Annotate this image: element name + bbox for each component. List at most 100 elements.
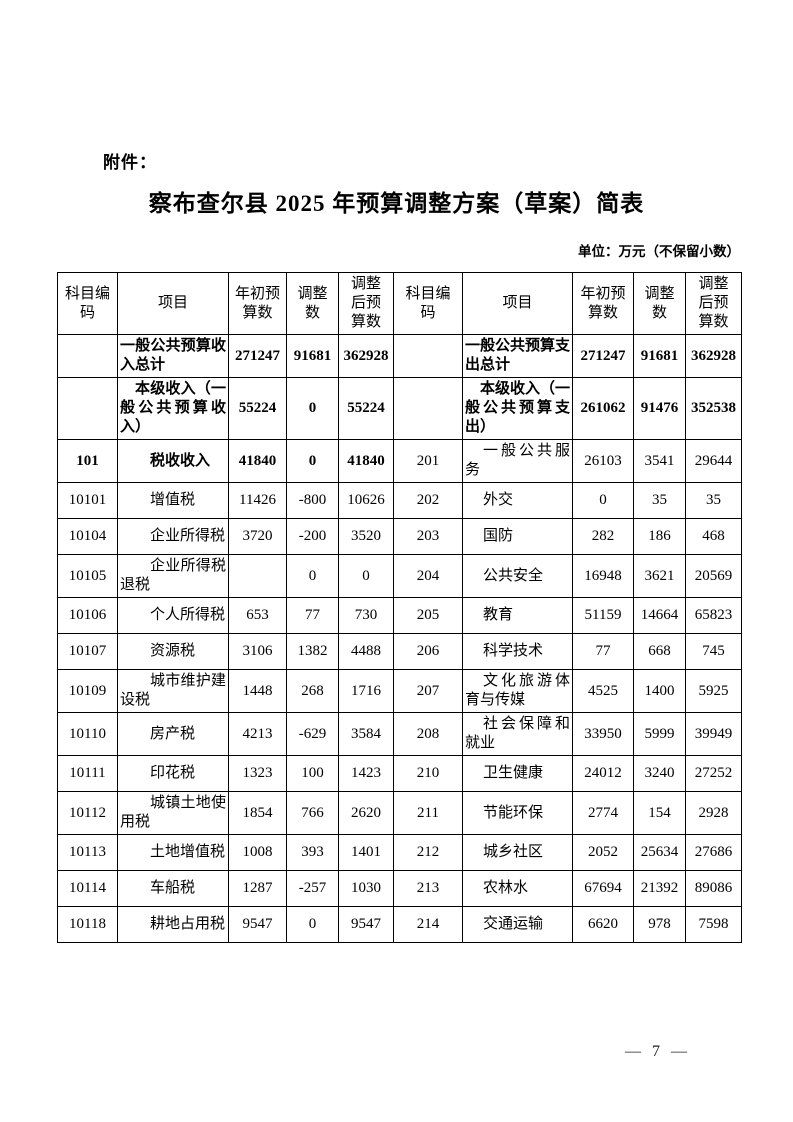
table-row: 10106 个人所得税 653 77 730 205 教育 51159 14664 65823 bbox=[57, 597, 742, 634]
cell-subject-code: 214 bbox=[393, 906, 463, 943]
table-row: 10110 房产税 4213 -629 3584 208 社会保障和就业 33950 5999 3… bbox=[57, 712, 742, 756]
cell-subject-code bbox=[393, 334, 463, 378]
cell-adjusted-budget: 10626 bbox=[338, 482, 394, 519]
cell-item: 农林水 bbox=[462, 870, 573, 907]
cell-adjustment: 978 bbox=[633, 906, 686, 943]
cell-adjusted-budget: 1030 bbox=[338, 870, 394, 907]
header-initial-budget: 年初预算数 bbox=[572, 272, 634, 335]
cell-initial-budget: 11426 bbox=[228, 482, 287, 519]
cell-subject-code: 10113 bbox=[57, 834, 118, 871]
cell-initial-budget: 261062 bbox=[572, 377, 634, 440]
cell-adjusted-budget: 20569 bbox=[685, 554, 742, 598]
cell-adjustment: 393 bbox=[286, 834, 339, 871]
cell-item: 资源税 bbox=[117, 633, 229, 670]
cell-adjustment: 91681 bbox=[286, 334, 339, 378]
cell-subject-code: 10112 bbox=[57, 791, 118, 835]
cell-initial-budget: 3106 bbox=[228, 633, 287, 670]
cell-initial-budget: 271247 bbox=[228, 334, 287, 378]
cell-item: 耕地占用税 bbox=[117, 906, 229, 943]
cell-adjustment: 1382 bbox=[286, 633, 339, 670]
table-row: 10112 城镇土地使用税 1854 766 2620 211 节能环保 2774 154 292… bbox=[57, 791, 742, 835]
cell-initial-budget bbox=[228, 554, 287, 598]
cell-item: 本级收入（一般公共预算支出） bbox=[462, 377, 573, 440]
cell-item: 卫生健康 bbox=[462, 755, 573, 792]
cell-item: 节能环保 bbox=[462, 791, 573, 835]
cell-initial-budget: 41840 bbox=[228, 439, 287, 483]
cell-adjusted-budget: 362928 bbox=[685, 334, 742, 378]
header-adjustment: 调整数 bbox=[286, 272, 339, 335]
cell-subject-code: 10110 bbox=[57, 712, 118, 756]
cell-adjustment: 5999 bbox=[633, 712, 686, 756]
cell-subject-code: 10118 bbox=[57, 906, 118, 943]
cell-initial-budget: 77 bbox=[572, 633, 634, 670]
cell-initial-budget: 2052 bbox=[572, 834, 634, 871]
cell-adjustment: 91681 bbox=[633, 334, 686, 378]
cell-initial-budget: 55224 bbox=[228, 377, 287, 440]
cell-initial-budget: 2774 bbox=[572, 791, 634, 835]
cell-subject-code: 205 bbox=[393, 597, 463, 634]
table-row: 10107 资源税 3106 1382 4488 206 科学技术 77 668 745 bbox=[57, 633, 742, 670]
cell-adjusted-budget: 3584 bbox=[338, 712, 394, 756]
cell-adjusted-budget: 55224 bbox=[338, 377, 394, 440]
cell-initial-budget: 271247 bbox=[572, 334, 634, 378]
cell-adjusted-budget: 35 bbox=[685, 482, 742, 519]
cell-adjusted-budget: 0 bbox=[338, 554, 394, 598]
cell-adjustment: 766 bbox=[286, 791, 339, 835]
cell-initial-budget: 1323 bbox=[228, 755, 287, 792]
table-row: 10101 增值税 11426 -800 10626 202 外交 0 35 35 bbox=[57, 482, 742, 519]
cell-item: 个人所得税 bbox=[117, 597, 229, 634]
cell-adjusted-budget: 65823 bbox=[685, 597, 742, 634]
cell-adjustment: 25634 bbox=[633, 834, 686, 871]
cell-adjustment: -257 bbox=[286, 870, 339, 907]
cell-subject-code: 10111 bbox=[57, 755, 118, 792]
cell-adjustment: 1400 bbox=[633, 669, 686, 713]
header-subject-code: 科目编码 bbox=[57, 272, 118, 335]
cell-item: 印花税 bbox=[117, 755, 229, 792]
table-row: 10114 车船税 1287 -257 1030 213 农林水 67694 21392 8908… bbox=[57, 870, 742, 907]
cell-adjustment: 186 bbox=[633, 518, 686, 555]
cell-item: 城镇土地使用税 bbox=[117, 791, 229, 835]
cell-subject-code: 206 bbox=[393, 633, 463, 670]
cell-adjusted-budget: 29644 bbox=[685, 439, 742, 483]
cell-adjusted-budget: 5925 bbox=[685, 669, 742, 713]
cell-subject-code: 101 bbox=[57, 439, 118, 483]
cell-subject-code: 213 bbox=[393, 870, 463, 907]
cell-adjusted-budget: 9547 bbox=[338, 906, 394, 943]
cell-adjustment: 668 bbox=[633, 633, 686, 670]
cell-item: 车船税 bbox=[117, 870, 229, 907]
cell-item: 文化旅游体育与传媒 bbox=[462, 669, 573, 713]
cell-item: 土地增值税 bbox=[117, 834, 229, 871]
cell-adjustment: 0 bbox=[286, 439, 339, 483]
cell-adjustment: 91476 bbox=[633, 377, 686, 440]
cell-subject-code: 212 bbox=[393, 834, 463, 871]
cell-adjusted-budget: 468 bbox=[685, 518, 742, 555]
cell-initial-budget: 282 bbox=[572, 518, 634, 555]
table-row: 10105 企业所得税退税 0 0 204 公共安全 16948 3621 20569 bbox=[57, 554, 742, 598]
cell-initial-budget: 9547 bbox=[228, 906, 287, 943]
cell-subject-code: 211 bbox=[393, 791, 463, 835]
cell-subject-code bbox=[57, 334, 118, 378]
unit-note: 单位：万元（不保留小数） bbox=[578, 244, 740, 259]
cell-adjusted-budget: 1423 bbox=[338, 755, 394, 792]
cell-adjusted-budget: 352538 bbox=[685, 377, 742, 440]
cell-adjusted-budget: 39949 bbox=[685, 712, 742, 756]
cell-initial-budget: 1008 bbox=[228, 834, 287, 871]
cell-initial-budget: 1287 bbox=[228, 870, 287, 907]
cell-initial-budget: 4525 bbox=[572, 669, 634, 713]
table-row: 10104 企业所得税 3720 -200 3520 203 国防 282 186 468 bbox=[57, 518, 742, 555]
cell-item: 交通运输 bbox=[462, 906, 573, 943]
cell-adjustment: -629 bbox=[286, 712, 339, 756]
cell-item: 一般公共预算收入总计 bbox=[117, 334, 229, 378]
cell-subject-code bbox=[393, 377, 463, 440]
header-item: 项目 bbox=[462, 272, 573, 335]
cell-adjustment: -800 bbox=[286, 482, 339, 519]
cell-item: 一般公共预算支出总计 bbox=[462, 334, 573, 378]
page-number: — 7 — bbox=[625, 1043, 687, 1060]
cell-adjustment: 0 bbox=[286, 554, 339, 598]
table-row: 10113 土地增值税 1008 393 1401 212 城乡社区 2052 25634 276… bbox=[57, 834, 742, 871]
table-row: 10111 印花税 1323 100 1423 210 卫生健康 24012 3240 27252 bbox=[57, 755, 742, 792]
cell-subject-code: 204 bbox=[393, 554, 463, 598]
cell-initial-budget: 33950 bbox=[572, 712, 634, 756]
header-adjusted-budget: 调整后预算数 bbox=[338, 272, 394, 335]
